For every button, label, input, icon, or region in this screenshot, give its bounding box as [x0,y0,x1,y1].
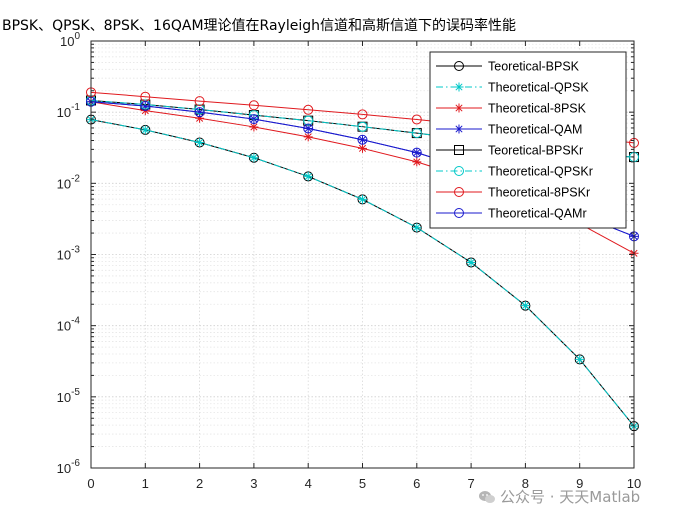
legend-item: Teoretical-BPSK [436,60,580,74]
data-point [194,96,205,107]
legend-marker [454,166,464,176]
legend-item: Theoretical-QAM [436,123,582,137]
legend-item: Theoretical-QPSK [436,81,589,95]
data-point [195,113,205,123]
legend-label: Theoretical-8PSK [488,102,587,116]
x-tick-label: 9 [576,476,583,491]
legend-marker [454,145,464,155]
legend-item: Theoretical-QAMr [436,207,587,221]
x-tick-label: 6 [413,476,420,491]
x-tick-label: 3 [250,476,257,491]
axis-ticks: 0 1 2 3 4 5 6 7 8 9 10 100 10-1 10-2 10-3 10-4 10-5 10-6 [57,31,642,491]
data-point [357,109,368,120]
x-tick-label: 8 [522,476,529,491]
legend-item: Theoretical-8PSKr [436,186,590,200]
y-tick-label: 10-4 [57,316,81,334]
legend: Teoretical-BPSK Theoretical-QPSK Theoretic… [429,51,627,229]
x-tick-label: 0 [87,476,94,491]
y-tick-label: 10-1 [57,102,81,120]
legend-marker [454,208,464,218]
watermark: 公众号 · 天天Matlab [478,486,640,507]
legend-marker [454,187,464,197]
data-point [466,257,476,267]
data-point [358,194,367,204]
y-tick-label: 10-3 [57,245,81,263]
data-point [140,125,150,135]
y-tick-label: 100 [60,31,80,49]
legend-label: Theoretical-8PSKr [488,186,590,200]
chart-title: BPSK、QPSK、8PSK、16QAM理论值在Rayleigh信道和高斯信道下… [2,17,516,34]
legend-item: Theoretical-8PSK [436,102,587,116]
series-line [90,119,635,427]
data-point [303,132,313,142]
legend-label: Theoretical-QAM [488,123,582,137]
legend-marker [454,82,464,92]
data-point [303,171,313,181]
data-point [411,114,422,125]
data-point [575,354,585,364]
x-tick-label: 7 [467,476,474,491]
legend-item: Teoretical-BPSKr [436,144,583,158]
legend-box [429,51,627,229]
y-tick-label: 10-2 [57,173,81,191]
data-point [357,121,368,132]
x-tick-label: 2 [196,476,203,491]
legend-label: Theoretical-QPSK [488,81,589,95]
legend-label: Teoretical-BPSK [488,60,580,74]
data-point [303,123,314,134]
data-point [248,100,259,111]
data-point [412,223,422,233]
wechat-icon [479,491,495,503]
data-point [194,107,205,118]
data-point [248,110,259,121]
data-point [411,128,422,139]
data-point [303,104,314,115]
legend-item: Theoretical-QPSKr [436,165,593,179]
data-point [411,147,422,158]
x-tick-label: 5 [359,476,366,491]
watermark-text: 公众号 · 天天Matlab [500,488,641,506]
y-tick-label: 10-6 [57,458,81,476]
legend-label: Teoretical-BPSKr [488,144,583,158]
data-point [303,115,314,126]
x-tick-label: 4 [305,476,312,491]
legend-label: Theoretical-QPSKr [488,165,593,179]
x-tick-label: 1 [142,476,149,491]
data-point [249,122,259,132]
data-point [195,137,205,147]
data-point [140,101,151,112]
data-point [249,153,259,163]
legend-marker [454,124,464,134]
data-point [248,114,259,125]
y-tick-label: 10-5 [57,387,81,405]
legend-marker [454,61,464,71]
legend-label: Theoretical-QAMr [488,207,587,221]
x-tick-label: 10 [627,476,641,491]
data-point [520,301,530,311]
data-point [194,104,205,115]
data-point [412,157,422,167]
data-point [357,134,368,145]
data-point [358,143,367,153]
legend-marker [454,103,464,113]
